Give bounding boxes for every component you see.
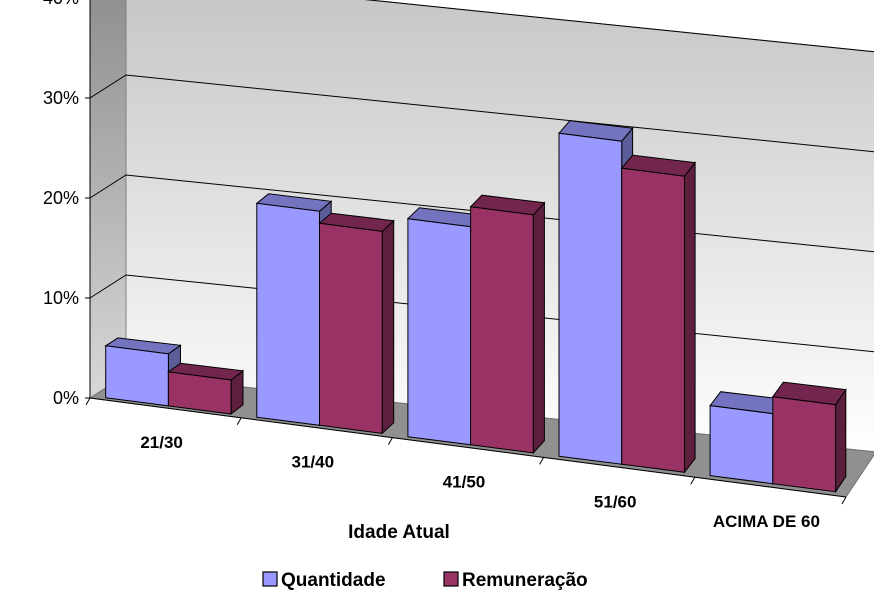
y-tick-label: 40% bbox=[43, 0, 79, 8]
y-tick-label: 10% bbox=[43, 288, 79, 308]
bar-front bbox=[319, 222, 383, 434]
bar-front bbox=[772, 396, 837, 493]
x-tick-label: ACIMA DE 60 bbox=[713, 512, 820, 531]
bar-front bbox=[256, 202, 320, 426]
bar-remunerao-41-50 bbox=[469, 194, 546, 455]
y-tick-labels: 0% 10% 20% 30% 40% bbox=[43, 0, 90, 408]
bar-side bbox=[835, 387, 847, 494]
bar-side bbox=[381, 219, 395, 435]
x-tick-label: 41/50 bbox=[443, 473, 486, 492]
bar-front bbox=[558, 132, 623, 465]
bar-remunerao-21-30 bbox=[167, 362, 245, 416]
x-tick-mark bbox=[539, 457, 545, 465]
gridline bbox=[364, 0, 874, 53]
x-tick-mark bbox=[841, 496, 847, 505]
x-tick-mark bbox=[85, 397, 91, 406]
bar-side bbox=[684, 161, 696, 474]
bar-remunerao-acima-de-60 bbox=[771, 381, 847, 494]
legend-swatch-quantidade bbox=[262, 571, 278, 587]
x-axis-label: Idade Atual bbox=[348, 522, 450, 543]
gridline bbox=[89, 74, 874, 153]
x-tick-mark bbox=[236, 417, 242, 426]
x-tick-label: 51/60 bbox=[594, 492, 637, 511]
x-tick-label: 31/40 bbox=[292, 453, 335, 472]
y-tick-label: 30% bbox=[43, 88, 79, 108]
bar-front bbox=[621, 167, 685, 473]
bar-quantidade-acima-de-60 bbox=[709, 391, 785, 486]
bars bbox=[104, 120, 847, 494]
bar-front bbox=[167, 371, 232, 415]
bar-front bbox=[105, 345, 169, 407]
x-tick-mark bbox=[690, 476, 696, 485]
bar-front bbox=[470, 206, 534, 454]
y-tick-label: 20% bbox=[43, 188, 79, 208]
x-axis-line bbox=[89, 397, 847, 498]
bar-side bbox=[532, 201, 545, 455]
x-tick-labels: 21/30 31/40 41/50 51/60 ACIMA DE 60 bbox=[140, 433, 820, 531]
bar-remunerao-51-60 bbox=[620, 154, 697, 474]
bar-front bbox=[709, 405, 774, 485]
x-tick-mark bbox=[387, 437, 393, 445]
legend-swatch-remuneracao bbox=[443, 571, 459, 587]
legend: Quantidade Remuneração bbox=[262, 570, 588, 591]
legend-label-remuneracao: Remuneração bbox=[462, 570, 588, 591]
bar-remunerao-31-40 bbox=[318, 212, 395, 435]
y-tick-label: 0% bbox=[53, 388, 79, 408]
legend-label-quantidade: Quantidade bbox=[281, 570, 386, 591]
bar-front bbox=[407, 218, 472, 446]
x-tick-label: 21/30 bbox=[140, 433, 183, 452]
